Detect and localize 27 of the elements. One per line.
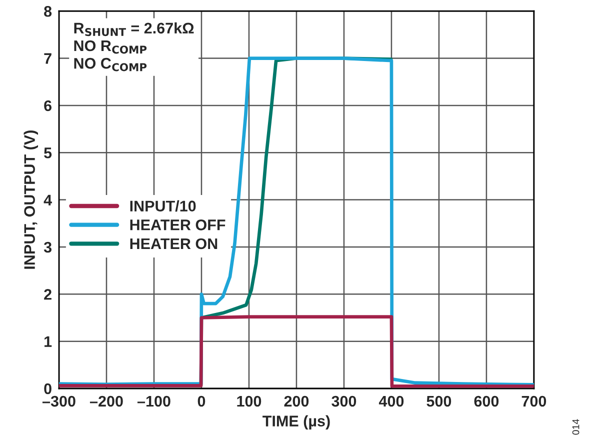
x-tick-label: 200: [284, 396, 309, 407]
legend-label: HEATER OFF: [130, 220, 226, 230]
x-tick-label: 0: [198, 396, 206, 407]
y-tick-label: 2: [44, 289, 52, 300]
x-axis-title: TIME (µs): [262, 415, 330, 430]
y-tick-label: 1: [44, 336, 52, 347]
legend-label: INPUT/10: [130, 200, 196, 212]
y-tick-label: 8: [44, 6, 52, 17]
text: R$_{SHUNT}$ = 2.67kΩ NO R$_{COMP}$ NO C$_{COMP}$: [74, 22, 194, 72]
x-tick-label: 700: [522, 396, 546, 407]
y-tick-label: 5: [44, 148, 52, 158]
y-tick-label: 7: [44, 53, 52, 64]
y-axis-title: INPUT, OUTPUT (V): [24, 130, 38, 269]
y-tick-label: 6: [44, 100, 52, 112]
x-tick-label: –300: [42, 396, 76, 407]
y-tick-label: 0: [44, 383, 52, 394]
x-tick-label: 500: [426, 396, 452, 407]
y-tick-label: 4: [44, 194, 52, 206]
legend-label: HEATER ON: [130, 238, 218, 250]
text: 014: [572, 419, 580, 435]
x-tick-label: 100: [237, 396, 262, 407]
y-tick-label: 3: [44, 242, 52, 253]
x-tick-label: 400: [378, 396, 404, 407]
x-tick-label: 600: [474, 396, 499, 407]
x-tick-label: 300: [332, 396, 356, 407]
x-tick-label: –100: [137, 396, 170, 407]
x-tick-label: –200: [90, 396, 123, 407]
